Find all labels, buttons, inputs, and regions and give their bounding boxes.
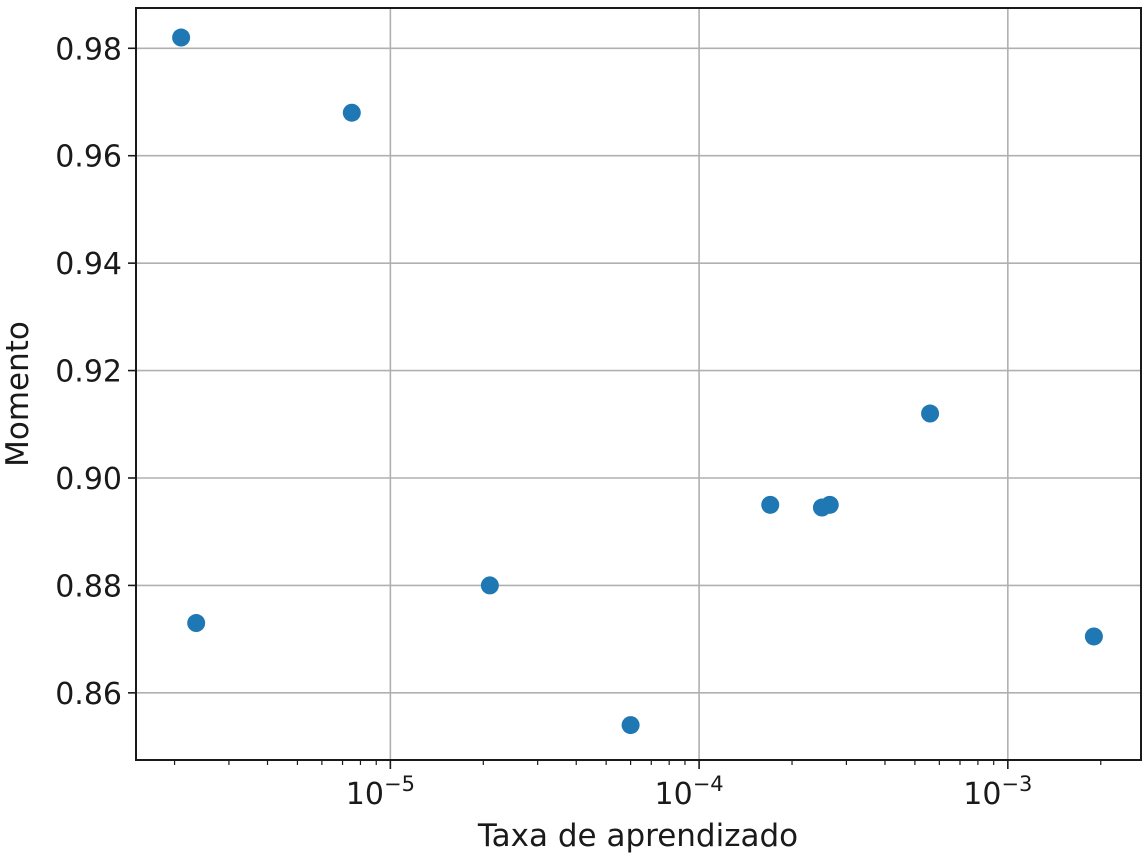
y-tick-label: 0.86 [55, 677, 122, 712]
scatter-point [187, 614, 206, 633]
scatter-point [921, 404, 940, 423]
scatter-point [820, 495, 839, 514]
scatter-point [480, 576, 499, 595]
scatter-point [342, 103, 361, 122]
x-tick-label: 10−4 [655, 772, 724, 812]
y-tick-label: 0.94 [55, 247, 122, 282]
scatter-point [621, 716, 640, 735]
axis-ticks [128, 47, 1102, 769]
tick-labels: 0.86 0.88 0.90 0.92 0.94 0.96 0.98 10−5 10−4 10−3 [55, 32, 1032, 812]
y-tick-label: 0.92 [55, 355, 122, 390]
y-tick-label: 0.90 [55, 462, 122, 497]
x-axis-label: Taxa de aprendizado [477, 818, 798, 854]
scatter-point [761, 495, 780, 514]
x-tick-label: 10−3 [963, 772, 1032, 812]
data-points [172, 28, 1103, 735]
y-tick-label: 0.96 [55, 140, 122, 175]
y-axis-label: Momento [0, 321, 36, 467]
plot-frame [135, 7, 1142, 761]
y-tick-label: 0.98 [55, 32, 122, 67]
scatter-point [172, 28, 191, 47]
x-tick-label: 10−5 [346, 772, 415, 812]
y-tick-label: 0.88 [55, 569, 122, 604]
grid-lines [136, 8, 1141, 760]
scatter-point [1084, 627, 1103, 646]
